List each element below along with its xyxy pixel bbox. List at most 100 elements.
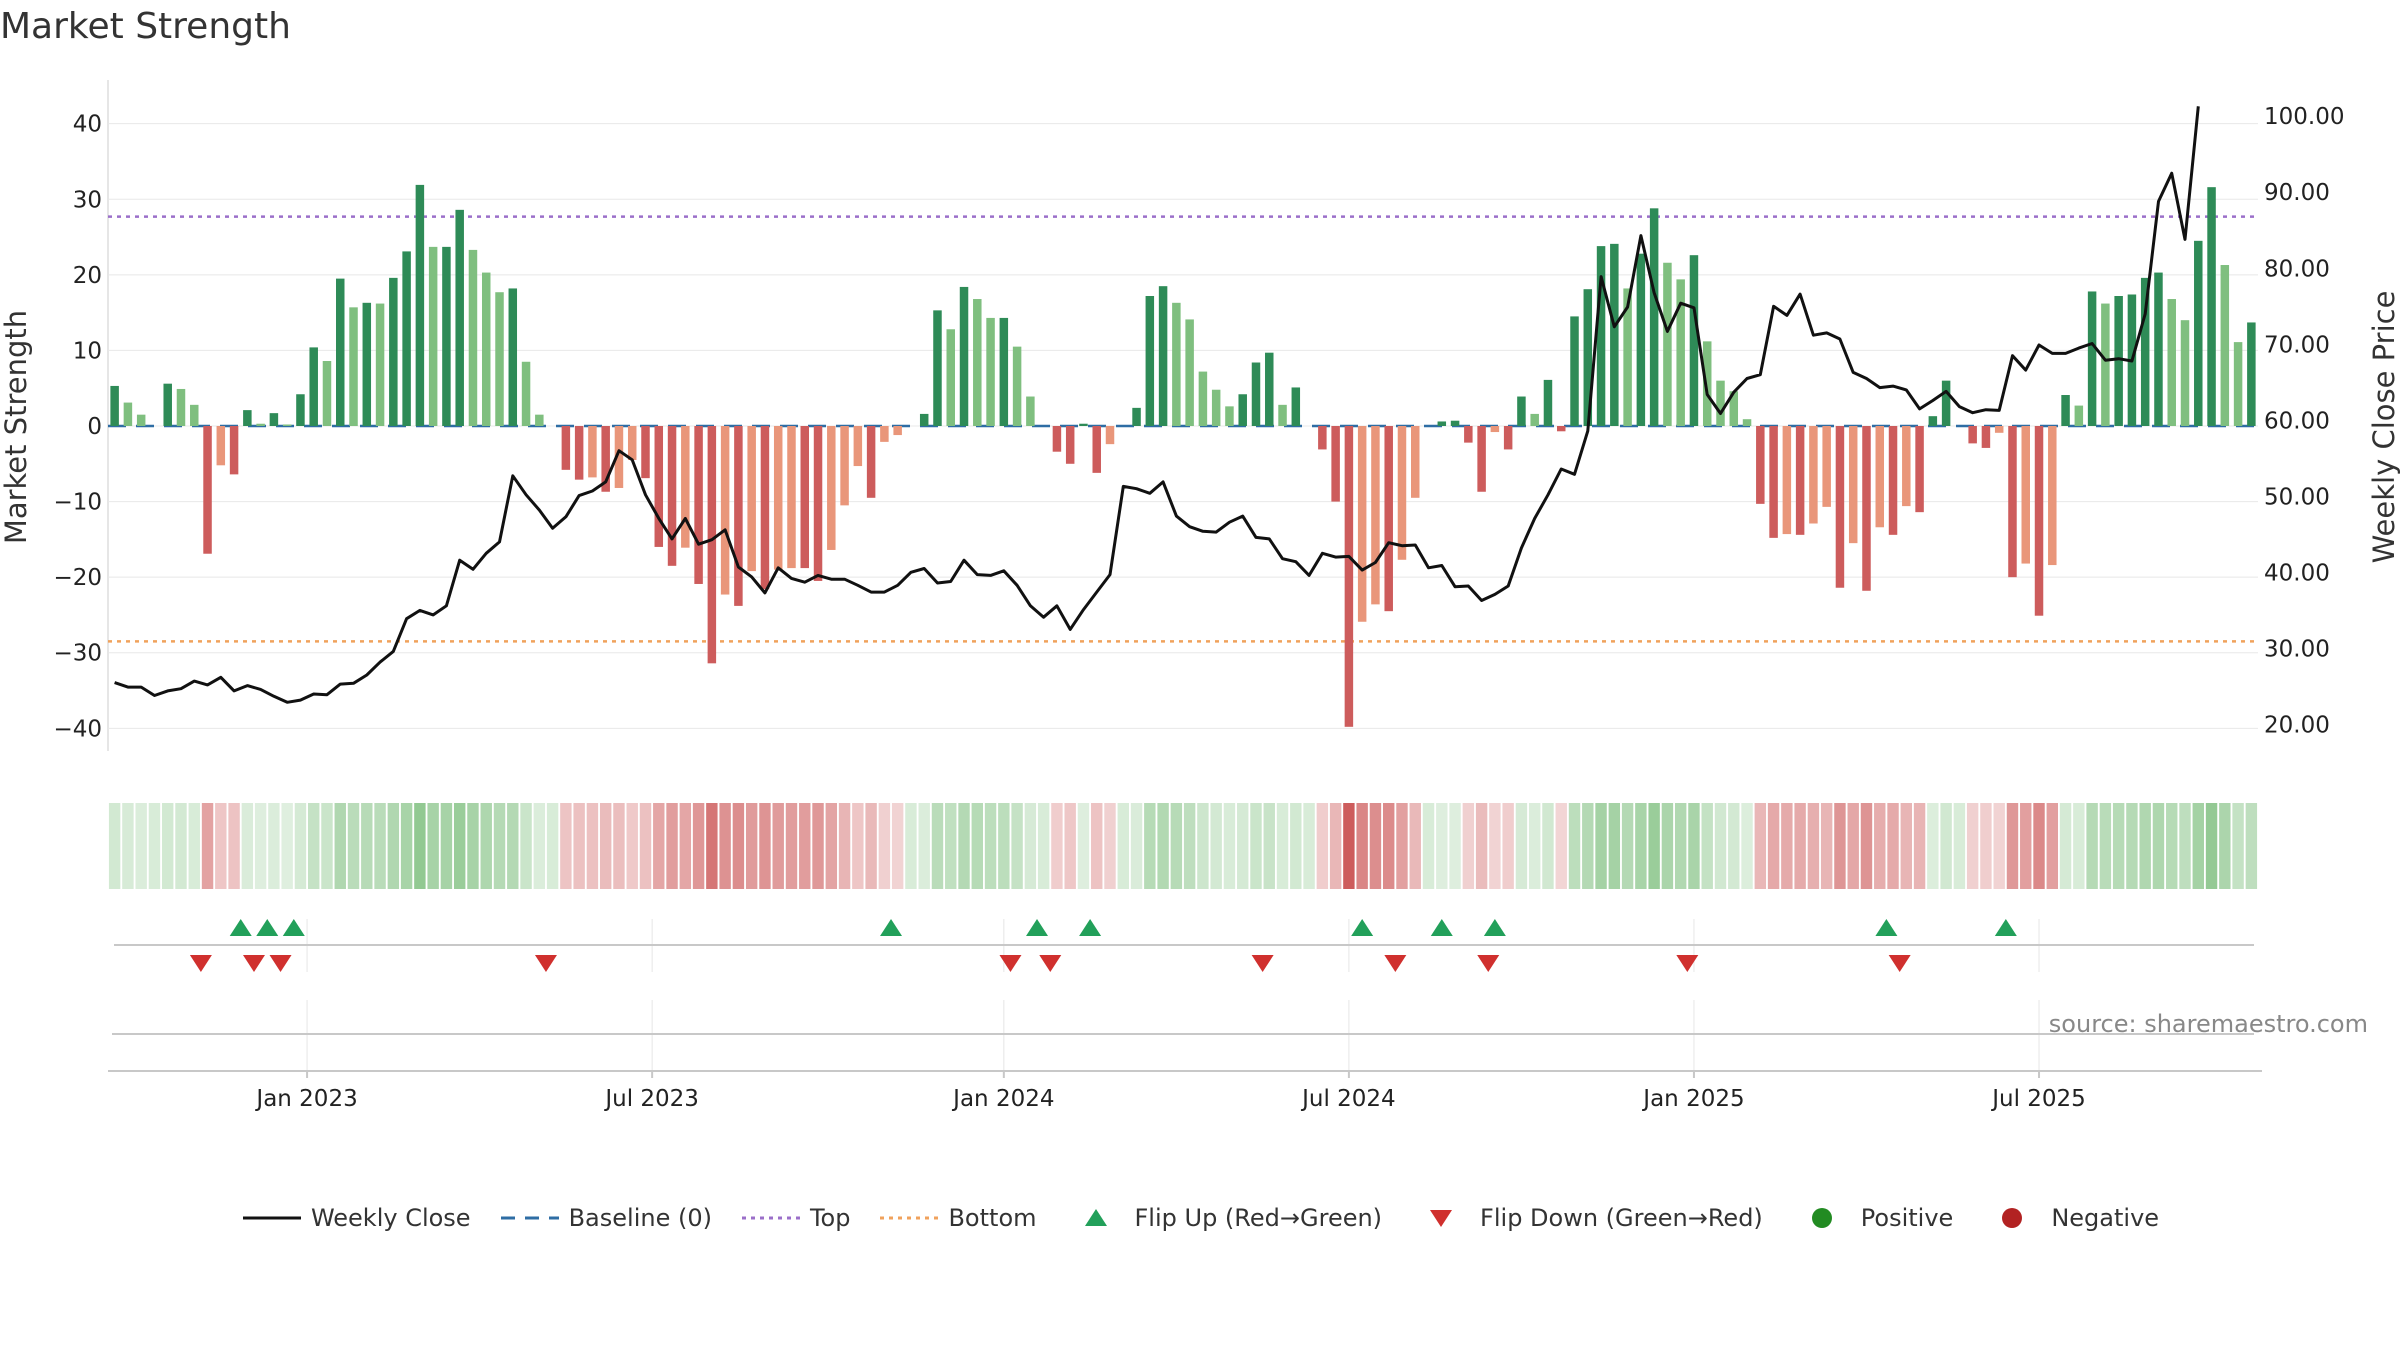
strength-bar <box>1318 426 1327 450</box>
heat-cell <box>1595 803 1607 889</box>
legend-label: Positive <box>1860 1204 1954 1232</box>
strength-bar <box>1517 396 1526 426</box>
strength-bar <box>1809 426 1818 524</box>
strength-bar <box>827 426 836 550</box>
strength-bar <box>1848 426 1858 544</box>
heat-cell <box>467 803 479 889</box>
strength-bar <box>840 426 849 506</box>
strength-bar <box>2074 405 2084 426</box>
strength-bar <box>1968 426 1977 444</box>
heat-cell <box>188 803 200 889</box>
heat-cell <box>745 803 758 889</box>
heat-cell <box>1688 803 1700 889</box>
strength-bar <box>442 246 451 426</box>
strength-bar <box>1981 426 1991 448</box>
strength-bar <box>1530 413 1539 426</box>
strength-bar <box>349 307 358 426</box>
strength-bar <box>1928 416 1938 426</box>
heat-cell <box>135 803 147 889</box>
strength-bar <box>2048 426 2057 566</box>
strength-bar <box>1371 426 1380 605</box>
strength-bar <box>2087 291 2097 426</box>
heat-cell <box>1183 803 1196 889</box>
strength-bar <box>1769 426 1778 538</box>
strength-bar <box>336 278 345 426</box>
source-label: source: sharemaestro.com <box>2048 1010 2368 1038</box>
heat-cell <box>1024 803 1037 889</box>
strength-bar <box>1822 426 1831 507</box>
strength-bar <box>1092 426 1101 473</box>
flip-down-marker <box>534 955 557 972</box>
heat-cell <box>1329 803 1342 889</box>
strength-bar <box>362 302 372 426</box>
strength-bar <box>2114 296 2123 426</box>
strength-bar <box>256 423 265 426</box>
strength-bar <box>1702 341 1712 426</box>
strength-bar <box>1556 426 1566 432</box>
heat-cell <box>1874 803 1886 889</box>
heat-cell <box>984 803 997 889</box>
y2-tick-label: 40.00 <box>2264 560 2330 586</box>
legend-item: Top <box>740 1203 850 1233</box>
heat-cell <box>520 803 532 889</box>
strength-bar <box>1623 288 1632 426</box>
heat-cell <box>1940 803 1952 889</box>
heat-cell <box>201 803 214 889</box>
legend-item: Flip Down (Green→Red) <box>1410 1203 1763 1233</box>
strength-bar <box>402 251 411 426</box>
strength-bar <box>641 426 650 479</box>
flip-up-marker <box>880 919 903 936</box>
strength-bar <box>734 426 743 606</box>
strength-bar <box>2247 322 2256 426</box>
heat-cell <box>453 803 466 889</box>
heat-cell <box>958 803 970 889</box>
flip-down-marker <box>269 955 292 972</box>
flip-up-marker <box>1351 919 1374 936</box>
heat-cell <box>639 803 652 889</box>
strength-bar <box>893 426 902 436</box>
legend-item: Positive <box>1791 1203 1954 1233</box>
y-tick-label: −10 <box>53 490 102 516</box>
heat-cell <box>2046 803 2058 889</box>
heat-cell <box>2232 803 2244 889</box>
flip-down-marker <box>242 955 265 972</box>
y-tick-label: −40 <box>53 716 102 742</box>
strength-bar <box>1397 426 1407 560</box>
strength-bar <box>296 394 305 426</box>
heat-cell <box>998 803 1010 889</box>
heat-cell <box>493 803 506 889</box>
strength-bar <box>773 426 783 570</box>
heat-cell <box>852 803 864 889</box>
weekly-close-path <box>114 106 2200 704</box>
legend-label: Bottom <box>948 1204 1037 1232</box>
strength-bar <box>880 426 889 442</box>
x-tick-label: Jul 2023 <box>603 1086 699 1112</box>
y-tick-label: −30 <box>53 641 102 667</box>
legend-item: Baseline (0) <box>499 1203 712 1233</box>
heat-cell <box>1250 803 1262 889</box>
heat-cell <box>1409 803 1421 889</box>
strength-bar <box>375 303 385 426</box>
heat-cell <box>878 803 891 889</box>
strength-bar <box>163 383 172 426</box>
heat-cell <box>931 803 944 889</box>
heat-cell <box>2126 803 2138 889</box>
flip-up-marker <box>1026 919 1049 936</box>
flip-markers <box>189 919 2017 972</box>
strength-bar <box>707 426 717 664</box>
heat-cell <box>599 803 612 889</box>
heat-cell <box>1449 803 1461 889</box>
strength-bar <box>1756 426 1765 504</box>
strength-bar <box>2180 320 2190 426</box>
heat-cell <box>1741 803 1753 889</box>
heat-cell <box>1462 803 1475 889</box>
strength-bar <box>2034 426 2044 616</box>
legend-item: Flip Up (Red→Green) <box>1065 1203 1382 1233</box>
heat-cell <box>1064 803 1076 889</box>
heat-cell <box>1900 803 1913 889</box>
heat-cell <box>1555 803 1567 889</box>
strength-bar <box>1994 426 2004 433</box>
heat-cell <box>626 803 638 889</box>
strength-bar <box>1490 426 1500 433</box>
heat-cell <box>2033 803 2045 889</box>
